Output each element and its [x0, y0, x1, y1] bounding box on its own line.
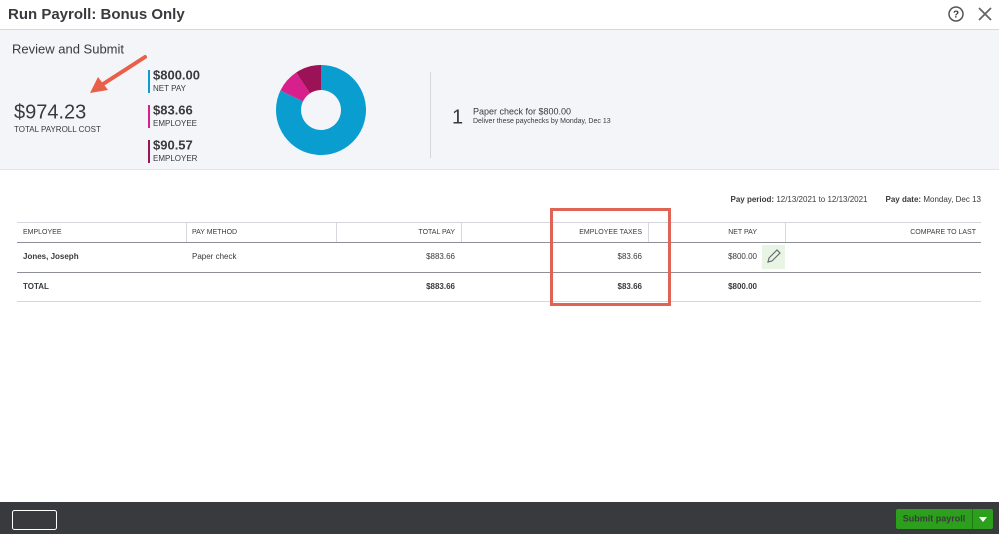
- pay-period: 12/13/2021 to 12/13/2021: [776, 195, 868, 204]
- pay-info: Pay period: 12/13/2021 to 12/13/2021 Pay …: [731, 195, 982, 204]
- breakdown-bar: [148, 70, 150, 93]
- total-cell: $83.66: [618, 282, 643, 291]
- pay-date: Monday, Dec 13: [923, 195, 981, 204]
- column-header: PAY METHOD: [192, 229, 237, 236]
- column-header: COMPARE TO LAST: [910, 229, 976, 236]
- table-cell: $800.00: [728, 252, 757, 261]
- breakdown-amount: $800.00: [153, 67, 200, 82]
- arrow-shaft: [98, 55, 147, 88]
- pay-date-label: Pay date:: [886, 195, 922, 204]
- donut-slice: [280, 72, 310, 102]
- check-title: Paper check for $800.00: [473, 106, 571, 116]
- total-caption: TOTAL PAYROLL COST: [14, 125, 101, 134]
- preview-link[interactable]: Preview payroll details: [455, 512, 545, 522]
- table-cell: $83.66: [618, 252, 643, 261]
- pay-period-label: Pay period:: [731, 195, 775, 204]
- table-cell: $883.66: [426, 252, 455, 261]
- edit-button[interactable]: [762, 245, 785, 269]
- breakdown-amount: $90.57: [153, 137, 193, 152]
- annotation-arrow: [90, 55, 147, 93]
- breakdown: $800.00 NET PAY $83.66 EMPLOYEE $90.57 EMPLOY…: [148, 67, 200, 163]
- column-header: EMPLOYEE TAXES: [579, 229, 642, 236]
- donut-slice: [275, 65, 366, 156]
- highlight-box: [550, 208, 671, 306]
- footer-bar: [0, 502, 999, 534]
- check-count: 1: [452, 106, 463, 128]
- total-cell: $800.00: [728, 282, 757, 291]
- arrow-head: [90, 77, 108, 93]
- submit-dropdown[interactable]: [979, 517, 987, 522]
- back-button[interactable]: [12, 510, 57, 530]
- donut-slice: [296, 65, 321, 94]
- total-cell: $883.66: [426, 282, 455, 291]
- pencil[interactable]: [767, 249, 781, 263]
- total-cost: $974.23: [14, 101, 86, 123]
- summary-panel: [0, 30, 999, 170]
- breakdown-bar: [148, 140, 150, 163]
- total-label: TOTAL: [23, 282, 49, 291]
- help-button[interactable]: ?: [948, 6, 964, 22]
- edit-icon[interactable]: [767, 249, 781, 263]
- submit-button[interactable]: [896, 509, 993, 529]
- page-title: Run Payroll: Bonus Only: [8, 6, 185, 23]
- submit-label[interactable]: Submit payroll: [903, 513, 966, 523]
- breakdown-name: NET PAY: [153, 84, 187, 93]
- payroll-table: EMPLOYEE PAY METHOD TOTAL PAY EMPLOYEE TAXE…: [17, 222, 981, 302]
- section-heading: Review and Submit: [12, 41, 124, 56]
- column-header: NET PAY: [728, 229, 757, 236]
- table-cell: Paper check: [192, 252, 237, 261]
- breakdown-name: EMPLOYEE: [153, 119, 197, 128]
- table-cell: Jones, Joseph: [23, 252, 79, 261]
- breakdown-amount: $83.66: [153, 102, 193, 117]
- column-header: TOTAL PAY: [418, 229, 455, 236]
- close-icon[interactable]: [978, 7, 992, 21]
- column-header: EMPLOYEE: [23, 229, 62, 236]
- help-glyph[interactable]: ?: [953, 10, 959, 21]
- check-note: Deliver these paychecks by Monday, Dec 1…: [473, 118, 611, 125]
- breakdown-bar: [148, 105, 150, 128]
- close-button[interactable]: [978, 7, 992, 21]
- help-icon[interactable]: [948, 6, 964, 22]
- breakdown-name: EMPLOYER: [153, 154, 198, 163]
- donut-chart: [275, 65, 366, 156]
- back-label[interactable]: Back: [24, 514, 45, 524]
